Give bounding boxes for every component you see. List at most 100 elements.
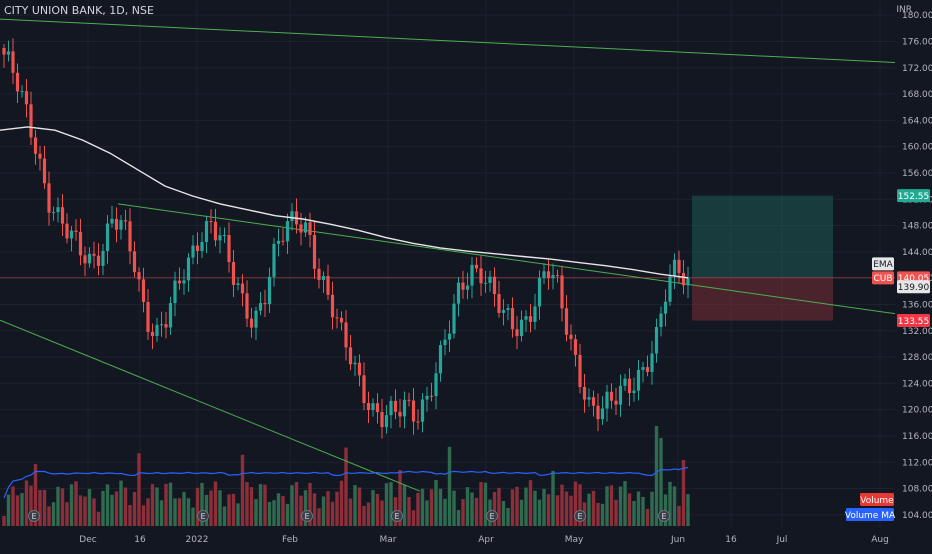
candle-body (308, 222, 312, 235)
candle-body (245, 293, 249, 319)
earnings-marker-label: E (489, 512, 494, 521)
volume-bar (78, 495, 83, 526)
time-tick-label: 16 (725, 535, 737, 545)
long-position-tool[interactable] (692, 195, 833, 321)
volume-bar (92, 498, 96, 526)
volume-bar (317, 508, 321, 526)
candle-body (636, 369, 641, 391)
candle-body (38, 153, 42, 159)
candle-body (303, 222, 308, 233)
earnings-marker-icon[interactable] (574, 510, 586, 522)
candle-body (276, 240, 281, 244)
candle-body (564, 308, 569, 335)
volume-bar (564, 491, 569, 526)
trendline[interactable] (117, 203, 896, 315)
volume-bar (272, 500, 276, 526)
symbol-title[interactable]: CITY UNION BANK, 1D, NSE (4, 4, 154, 17)
earnings-marker-icon[interactable] (658, 510, 670, 522)
volume-bar (353, 485, 357, 526)
stop-zone[interactable] (692, 277, 833, 321)
candle-body (218, 235, 222, 241)
candle-body (429, 395, 434, 397)
time-axis[interactable]: Dec 16 2022 Feb Mar Apr May Jun 16 Jul Aug (0, 530, 932, 550)
earnings-marker-icon[interactable] (197, 510, 209, 522)
volume-bar (128, 505, 132, 526)
volume-bar (218, 490, 222, 526)
candle-body (299, 224, 303, 233)
volume-bar (303, 490, 308, 526)
volume-ma-legend-bg (846, 508, 894, 521)
candle-body (339, 317, 344, 323)
candle-body (132, 251, 137, 273)
volume-bar (56, 486, 60, 526)
candle-body (281, 240, 285, 242)
target-price-tag-bg (897, 189, 930, 203)
volume-bar (249, 487, 254, 526)
volume-bar (524, 487, 528, 526)
volume-bar (236, 503, 240, 526)
candle-body (474, 264, 479, 269)
candle-body (227, 235, 231, 263)
candle-body (186, 257, 191, 281)
volume-bar (632, 501, 636, 526)
earnings-marker-icon[interactable] (391, 510, 403, 522)
volume-bar (672, 486, 677, 526)
target-zone[interactable] (692, 195, 833, 278)
ema-price-tag: 139.90 (898, 283, 930, 293)
candle-body (173, 280, 177, 304)
candle-body (335, 317, 339, 319)
earnings-marker-icon[interactable] (301, 510, 313, 522)
trendline[interactable] (0, 18, 896, 63)
trendline[interactable] (0, 319, 421, 492)
candle-body (321, 275, 326, 280)
volume-bar (276, 493, 281, 526)
volume-bar (213, 481, 218, 526)
candle-body (654, 327, 659, 354)
candle-body (204, 221, 209, 242)
volume-bar (321, 496, 326, 526)
volume-bar (654, 426, 659, 526)
candle-body (2, 48, 6, 55)
volume-bar (159, 500, 164, 526)
volume-bar (402, 485, 407, 526)
volume-bar (533, 490, 537, 526)
volume-bar (42, 489, 47, 526)
candle-body (627, 378, 632, 394)
volume-bar (515, 486, 519, 526)
currency-label: INR (896, 5, 912, 15)
ema-line (0, 126, 689, 279)
candle-body (362, 375, 366, 404)
volume-bar (623, 481, 627, 526)
candle-body (213, 221, 218, 241)
candle-body (182, 280, 186, 284)
volume-bar (578, 484, 582, 526)
candle-body (317, 268, 321, 280)
volume-bar (380, 500, 384, 526)
candle-body (353, 362, 357, 365)
candle-body (15, 72, 20, 92)
volume-bar (569, 495, 573, 526)
trendlines[interactable] (0, 18, 896, 492)
volume-bar (641, 496, 645, 526)
volume-bar (83, 496, 87, 526)
volume-bar (425, 500, 429, 526)
candle-body (456, 282, 461, 304)
candle-body (582, 386, 587, 400)
candle-body (515, 329, 519, 337)
candle-body (389, 400, 393, 416)
volume-bar (263, 484, 267, 526)
earnings-marker-icon[interactable] (486, 510, 498, 522)
time-tick-label: 2022 (186, 535, 209, 545)
earnings-marker-icon[interactable] (28, 510, 40, 522)
time-tick-label: Aug (871, 535, 889, 545)
volume-bar (501, 500, 506, 526)
volume-bar (596, 502, 600, 526)
candle-body (47, 183, 51, 213)
candle-body (461, 282, 465, 290)
volume-bar (119, 480, 123, 526)
volume-bar (290, 485, 294, 526)
